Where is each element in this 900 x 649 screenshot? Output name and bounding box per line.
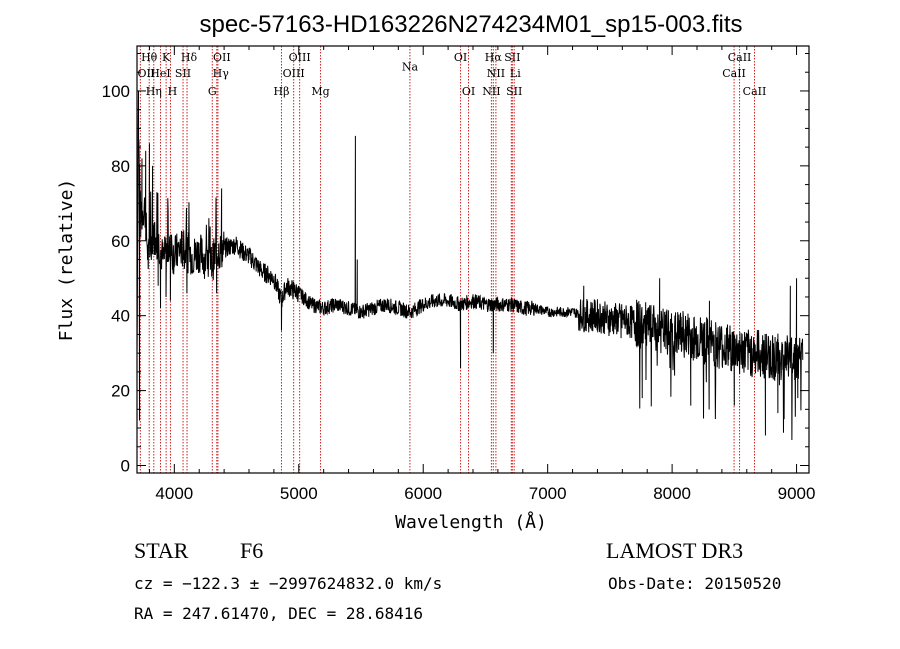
line-label: CaII: [728, 51, 752, 64]
line-label: K: [162, 51, 171, 64]
line-label: NII: [482, 85, 500, 98]
x-tick-label: 9000: [778, 484, 816, 503]
line-label: OIII: [283, 67, 305, 80]
line-label: Na: [402, 60, 419, 73]
line-label: Hθ: [141, 51, 158, 64]
line-label: CaII: [722, 67, 746, 80]
line-label: SII: [175, 67, 191, 80]
line-label: Hγ: [213, 67, 230, 80]
line-label: Li: [510, 67, 521, 80]
line-markers: [139, 46, 755, 473]
subclass: F6: [240, 538, 263, 563]
x-tick-label: 4000: [155, 484, 193, 503]
line-label: H: [168, 85, 178, 98]
line-label: NII: [487, 67, 505, 80]
x-tick-label: 6000: [404, 484, 442, 503]
line-label: OIII: [289, 51, 311, 64]
line-label: CaII: [743, 85, 767, 98]
y-axis-ticks: 0 20 40 60 80 100: [102, 52, 809, 476]
obs-date: Obs-Date: 20150520: [608, 574, 781, 593]
line-label: OII: [138, 67, 156, 80]
chart-title: spec-57163-HD163226N274234M01_sp15-003.f…: [199, 11, 742, 38]
x-axis-label: Wavelength (Å): [395, 511, 547, 533]
line-label: SII: [504, 51, 520, 64]
line-label: Hα: [485, 51, 503, 64]
line-label: OII: [213, 51, 231, 64]
y-axis-label: Flux (relative): [56, 179, 77, 342]
line-label: OI: [454, 51, 467, 64]
line-label: Mg: [311, 85, 329, 98]
line-label: Hβ: [274, 85, 290, 98]
y-tick-label: 20: [111, 382, 130, 401]
x-tick-label: 7000: [529, 484, 567, 503]
x-tick-label: 8000: [653, 484, 691, 503]
y-tick-label: 80: [111, 157, 130, 176]
line-label: SII: [506, 85, 522, 98]
line-label: OI: [462, 85, 475, 98]
line-label: HeI: [150, 67, 170, 80]
line-label: Hδ: [181, 51, 198, 64]
x-axis-ticks: 4000 5000 6000 7000 8000 9000: [148, 46, 816, 503]
survey-name: LAMOST DR3: [606, 538, 743, 563]
spectrum-line: [136, 90, 804, 441]
y-tick-label: 40: [111, 307, 130, 326]
redshift-cz: cz = −122.3 ± −2997624832.0 km/s: [134, 574, 442, 593]
y-tick-label: 60: [111, 232, 130, 251]
coordinates: RA = 247.61470, DEC = 28.68416: [134, 604, 423, 623]
x-tick-label: 5000: [280, 484, 318, 503]
y-tick-label: 0: [121, 457, 130, 476]
plot-frame: [136, 45, 810, 474]
line-label: Hη: [146, 85, 162, 98]
y-tick-label: 100: [102, 82, 130, 101]
line-label: G: [208, 85, 217, 98]
object-class: STAR: [134, 538, 189, 563]
